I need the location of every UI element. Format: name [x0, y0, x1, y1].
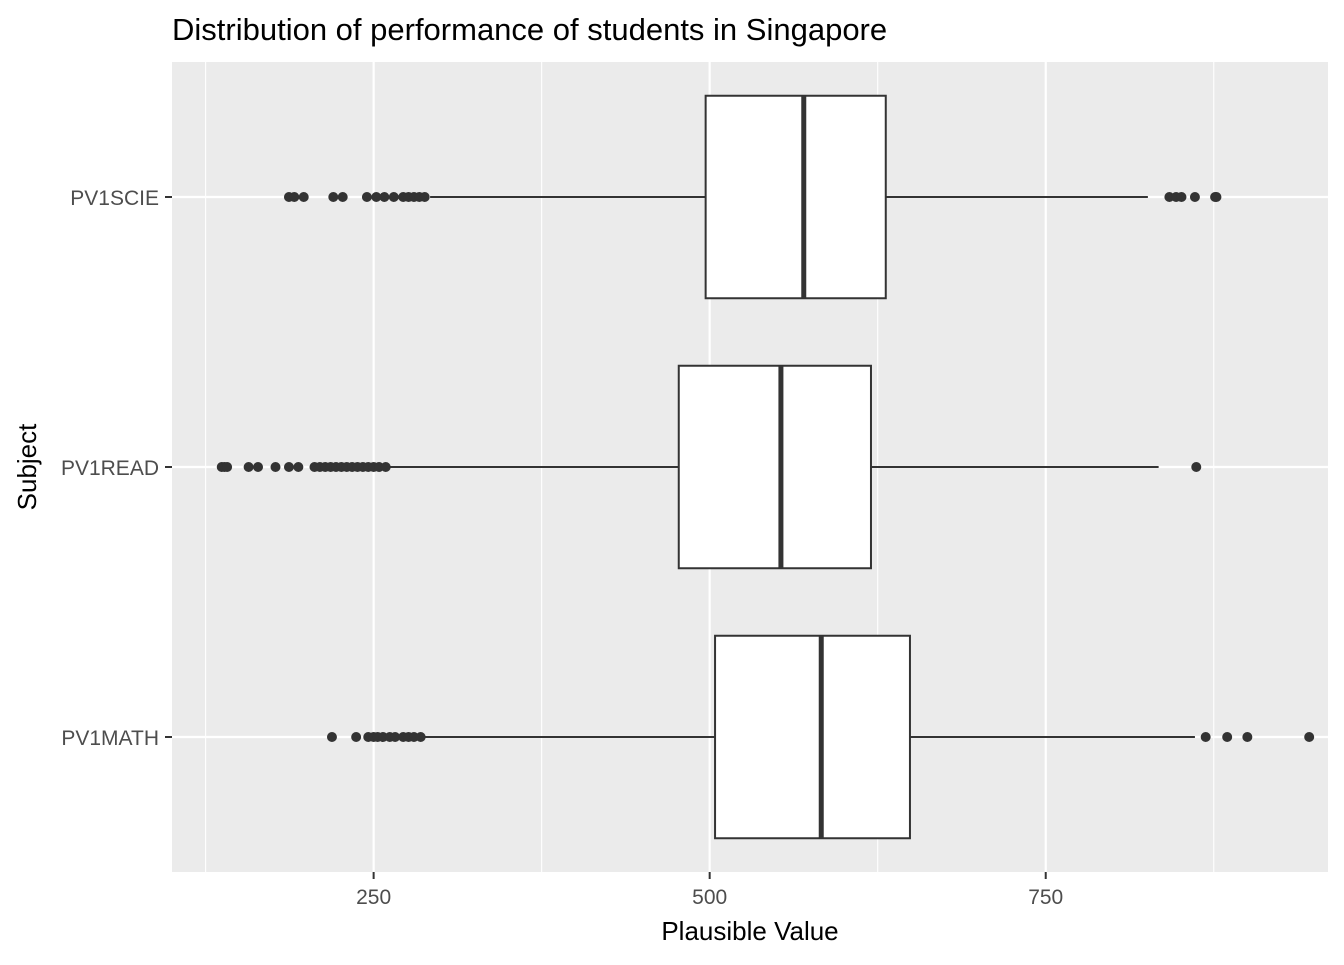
outlier-point — [1242, 732, 1253, 742]
outlier-point — [1191, 462, 1202, 472]
outlier-point — [415, 732, 426, 742]
outlier-point — [1222, 732, 1233, 742]
box-pv1scie — [283, 94, 1222, 300]
y-tick-label: PV1MATH — [61, 727, 159, 750]
outlier-point — [1176, 192, 1187, 202]
outlier-point — [1211, 192, 1222, 202]
outlier-point — [1200, 732, 1211, 742]
box-pv1math — [326, 634, 1315, 840]
axis-ticks: 250 500 750 PV1MATH PV1READ PV1SCIE — [61, 187, 1063, 909]
outlier-point — [337, 192, 348, 202]
iqr-box — [714, 634, 911, 840]
outlier-point — [1189, 192, 1200, 202]
outlier-point — [371, 192, 382, 202]
y-tick-label: PV1SCIE — [70, 187, 159, 210]
outlier-point — [351, 732, 362, 742]
outlier-point — [243, 462, 254, 472]
outlier-point — [379, 192, 390, 202]
iqr-box — [677, 364, 872, 570]
chart-title: Distribution of performance of students … — [172, 12, 887, 47]
outlier-point — [388, 192, 399, 202]
outlier-point — [253, 462, 264, 472]
boxes-layer — [216, 94, 1315, 840]
outlier-point — [326, 732, 337, 742]
x-tick-label: 750 — [1028, 886, 1063, 909]
outlier-point — [293, 462, 304, 472]
outlier-point — [298, 192, 309, 202]
outlier-point — [328, 192, 339, 202]
outlier-point — [1304, 732, 1315, 742]
y-axis-title: Subject — [12, 423, 42, 510]
outlier-point — [380, 462, 391, 472]
outlier-point — [283, 462, 294, 472]
outlier-point — [419, 192, 430, 202]
outlier-point — [222, 462, 233, 472]
outlier-point — [289, 192, 300, 202]
x-axis-title: Plausible Value — [661, 916, 838, 946]
outlier-point — [270, 462, 281, 472]
outlier-point — [390, 732, 401, 742]
x-tick-label: 250 — [356, 886, 391, 909]
box-pv1read — [216, 364, 1202, 570]
x-tick-label: 500 — [692, 886, 727, 909]
y-tick-label: PV1READ — [61, 457, 159, 480]
iqr-box — [704, 94, 887, 300]
outlier-point — [361, 192, 372, 202]
